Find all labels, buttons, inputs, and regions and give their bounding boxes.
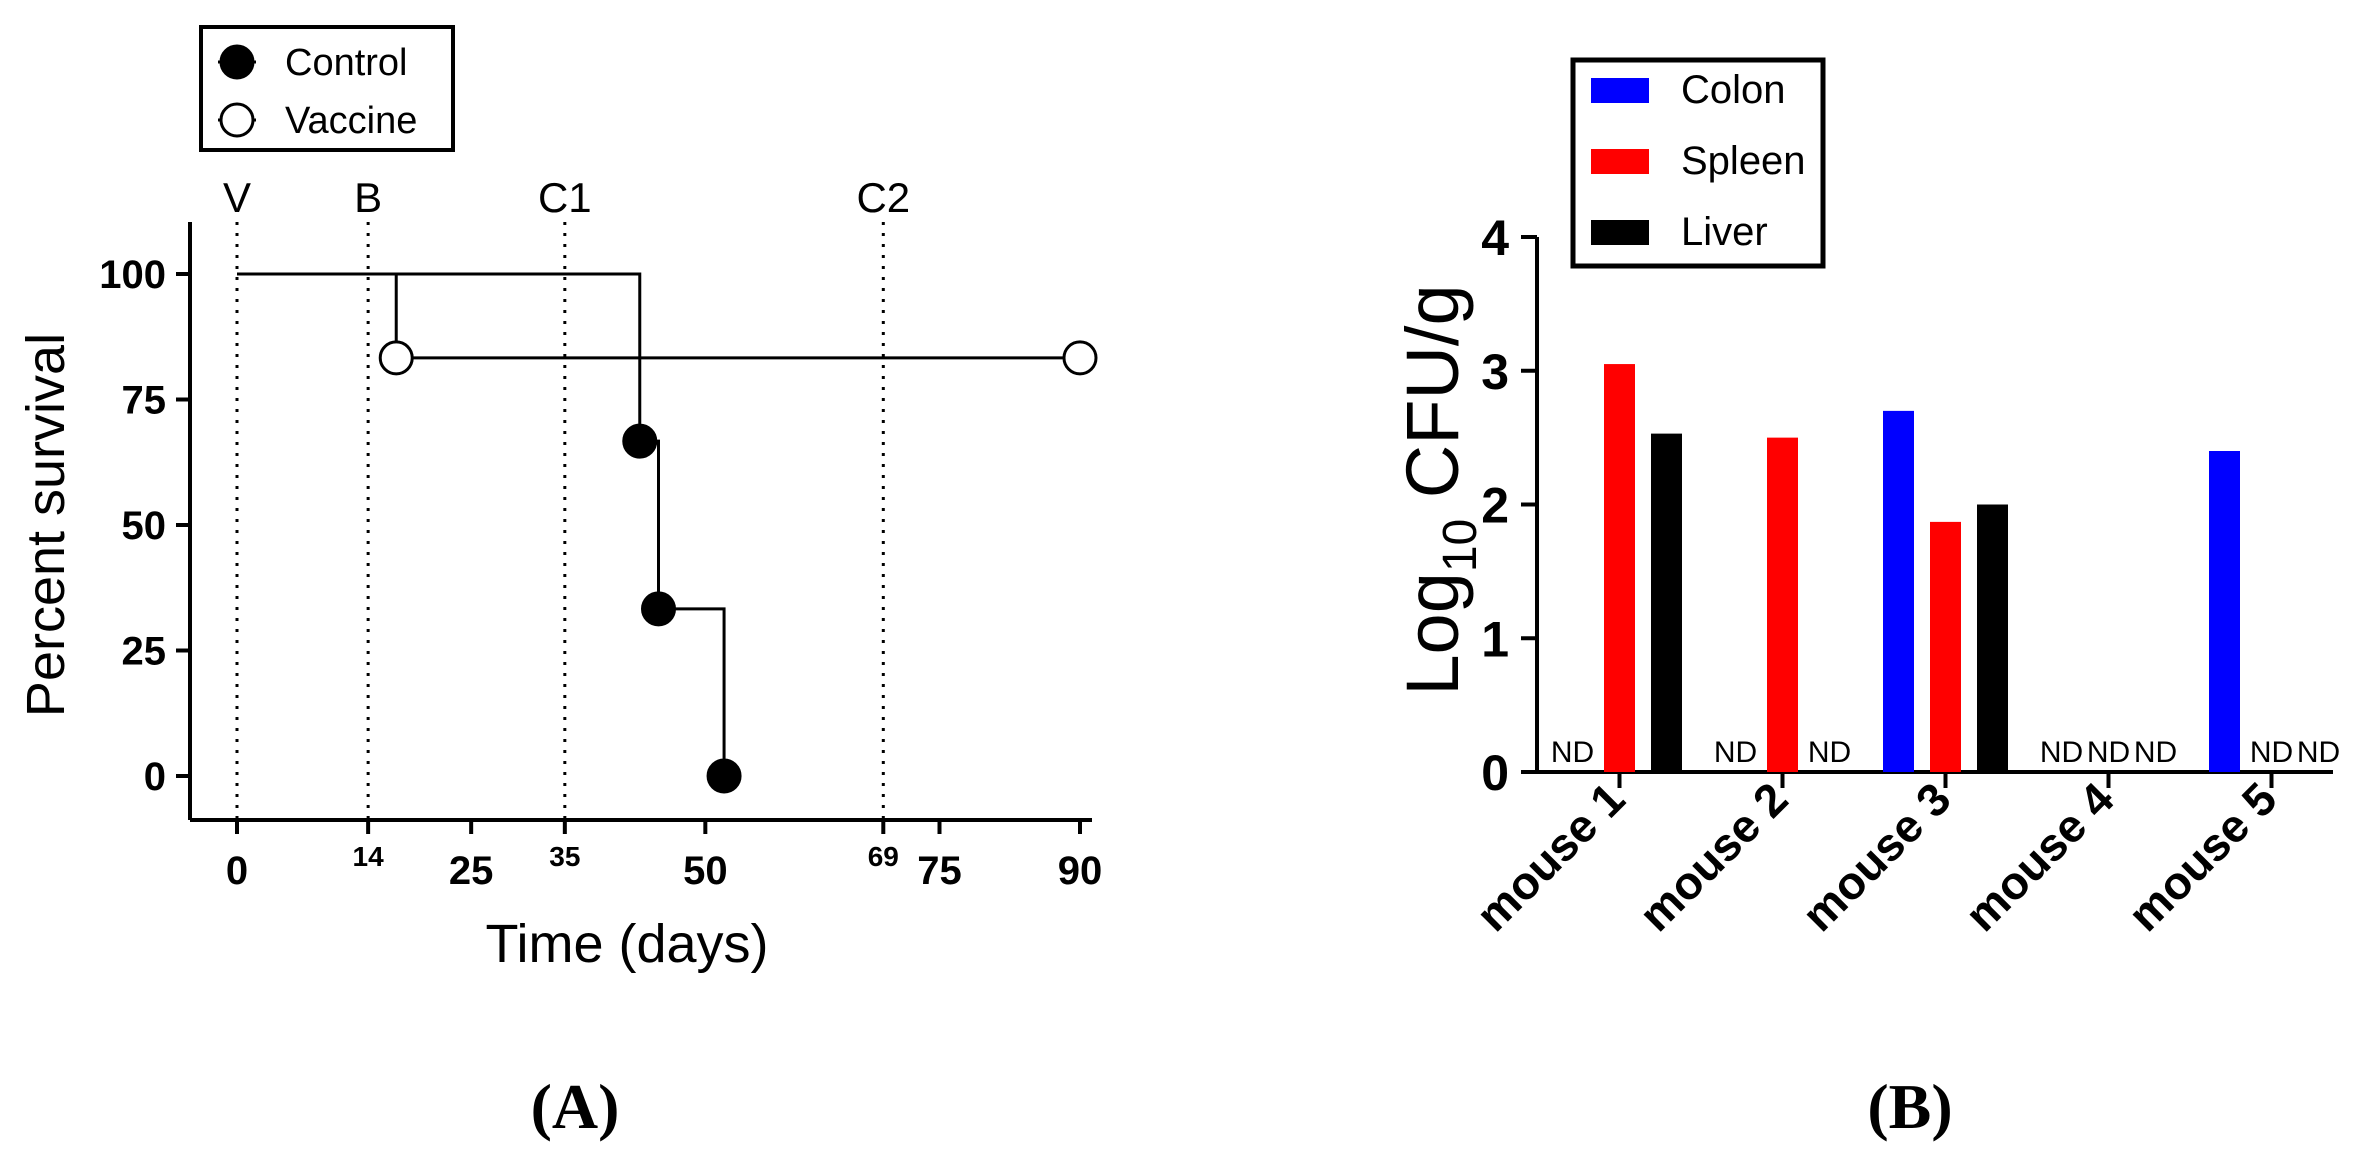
x-tick-label-small: 14 [353, 841, 385, 872]
y-tick-label: 0 [1481, 745, 1509, 801]
y-tick-label: 4 [1481, 210, 1509, 266]
nd-label: ND [1551, 736, 1594, 769]
nd-label: ND [1808, 736, 1851, 769]
y-tick-label: 2 [1481, 478, 1509, 534]
legend-label: Control [285, 42, 408, 84]
series-line-control [237, 272, 726, 776]
legend-marker-control [219, 44, 255, 80]
y-tick-label: 50 [122, 504, 167, 548]
event-marker-label: V [223, 174, 251, 221]
x-tick-label-small: 35 [549, 841, 580, 872]
data-point-control [641, 591, 676, 627]
category-label: mouse 3 [1792, 772, 1961, 941]
legend: Colon Spleen Liver [1570, 57, 1826, 269]
panel-b-label: (B) [1867, 1071, 1952, 1142]
event-marker-label: B [354, 174, 382, 221]
legend-swatch-liver [1591, 220, 1649, 245]
y-tick-label: 1 [1481, 611, 1509, 667]
bar-liver [1651, 433, 1682, 772]
nd-label: ND [2297, 736, 2340, 769]
x-tick-label: 0 [226, 849, 248, 893]
x-tick-label: 75 [917, 849, 962, 893]
data-point-vaccine [1062, 340, 1098, 376]
event-marker-label: C1 [538, 174, 592, 221]
bar-colon [2209, 451, 2240, 772]
bar-spleen [1604, 364, 1635, 772]
bar-colon [1883, 410, 1914, 772]
y-axis-title: Log10 CFU/g [1391, 284, 1487, 695]
x-tick-label: 90 [1058, 849, 1103, 893]
bar-liver [1977, 504, 2008, 772]
y-axis-title: Percent survival [16, 333, 76, 717]
y-tick-label: 75 [122, 379, 167, 423]
nd-label: ND [2040, 736, 2083, 769]
data-point-vaccine [378, 340, 414, 376]
category-label: mouse 2 [1629, 772, 1798, 941]
legend-marker-vaccine [219, 102, 255, 138]
data-point-control [706, 758, 742, 794]
x-tick-label: 50 [683, 849, 728, 893]
category-label: mouse 5 [2118, 772, 2287, 941]
panel-a-label: (A) [531, 1071, 620, 1142]
nd-label: ND [1714, 736, 1757, 769]
event-marker-label: C2 [856, 174, 910, 221]
bar-spleen [1930, 521, 1961, 772]
y-tick-label: 25 [122, 630, 167, 674]
data-point-control [622, 423, 658, 459]
x-tick-label: 25 [449, 849, 494, 893]
y-tick-label: 3 [1481, 344, 1509, 400]
legend-label: Colon [1681, 68, 1786, 112]
legend-label: Liver [1681, 210, 1768, 254]
series-line-vaccine [237, 272, 1080, 360]
nd-label: ND [2250, 736, 2293, 769]
nd-label: ND [2087, 736, 2130, 769]
legend-swatch-colon [1591, 78, 1649, 103]
bar-spleen [1767, 437, 1798, 772]
category-label: mouse 4 [1955, 772, 2124, 941]
legend-swatch-spleen [1591, 149, 1649, 174]
y-tick-label: 100 [99, 253, 166, 297]
legend-label: Spleen [1681, 139, 1806, 183]
y-tick-label: 0 [144, 755, 166, 799]
x-tick-label-small: 69 [868, 841, 899, 872]
x-axis-title: Time (days) [485, 914, 768, 974]
legend: Control Vaccine [199, 25, 455, 152]
panel-a-survival-chart: 0 25 50 75 100 0 14 25 35 50 69 75 90 V B C1 C2 Time (day… [16, 25, 1103, 974]
legend-label: Vaccine [285, 100, 417, 142]
nd-label: ND [2134, 736, 2177, 769]
